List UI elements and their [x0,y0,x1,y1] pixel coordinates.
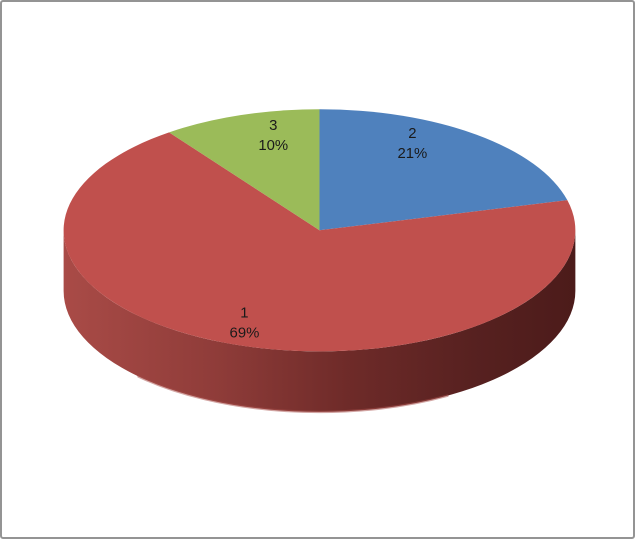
pie-bottom-rim-highlight [137,375,449,414]
pie-slice-label-3: 3 10% [258,118,288,154]
pie-slice-1[interactable] [63,132,576,352]
pie-side-wall [63,230,576,412]
pie-slice-2[interactable] [319,109,568,231]
pie-slice-label-2: 2 21% [397,126,427,162]
pie-slice-label-1: 1 69% [230,306,260,342]
pie-slice-3[interactable] [169,109,320,231]
